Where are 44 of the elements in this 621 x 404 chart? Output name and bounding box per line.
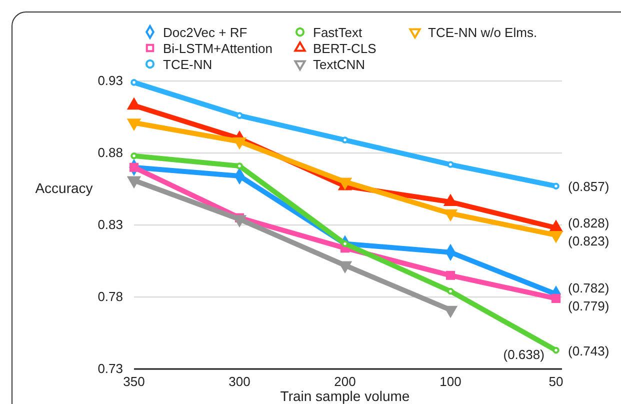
y-tick-label: 0.78 xyxy=(98,289,123,304)
legend-label: BERT-CLS xyxy=(313,41,377,56)
point xyxy=(236,112,243,119)
x-axis-title: Train sample volume xyxy=(280,388,410,404)
point xyxy=(446,270,456,280)
point xyxy=(130,152,138,160)
x-tick-label: 100 xyxy=(440,374,462,390)
legend-label: Doc2Vec + RF xyxy=(163,25,248,40)
point xyxy=(342,136,348,144)
point xyxy=(128,118,140,130)
point xyxy=(447,161,454,168)
data-label: (0.782) xyxy=(568,280,610,296)
legend-label: TCE-NN w/o Elms. xyxy=(428,25,538,40)
x-tick-label: 300 xyxy=(228,374,250,390)
point xyxy=(130,79,138,86)
x-tick-label: 200 xyxy=(334,374,356,390)
legend-label: TextCNN xyxy=(313,57,366,72)
point xyxy=(233,137,246,149)
y-tick-label: 0.93 xyxy=(98,73,123,88)
y-tick-label: 0.73 xyxy=(98,361,123,376)
data-label: (0.857) xyxy=(568,179,610,194)
legend-label: TCE-NN xyxy=(163,57,212,72)
point xyxy=(447,288,454,295)
point xyxy=(444,209,457,221)
point xyxy=(129,162,139,172)
data-label: (0.828) xyxy=(568,215,610,230)
annotation: (0.638) xyxy=(503,347,544,362)
point xyxy=(550,230,562,242)
y-tick-label: 0.88 xyxy=(98,145,123,160)
point xyxy=(552,346,560,354)
y-tick-label: 0.83 xyxy=(98,217,123,232)
data-label: (0.743) xyxy=(568,343,610,358)
legend-label: Bi-LSTM+Attention xyxy=(163,41,272,56)
legend-label: FastText xyxy=(313,25,363,40)
point xyxy=(342,240,348,248)
x-tick-label: 50 xyxy=(548,374,564,390)
data-label: (0.779) xyxy=(568,298,610,314)
point xyxy=(128,176,140,188)
y-axis-title: Accuracy xyxy=(35,180,93,196)
point xyxy=(236,162,243,170)
point xyxy=(551,294,561,303)
point xyxy=(552,182,560,190)
data-label: (0.823) xyxy=(568,233,610,248)
x-tick-label: 350 xyxy=(123,374,145,390)
